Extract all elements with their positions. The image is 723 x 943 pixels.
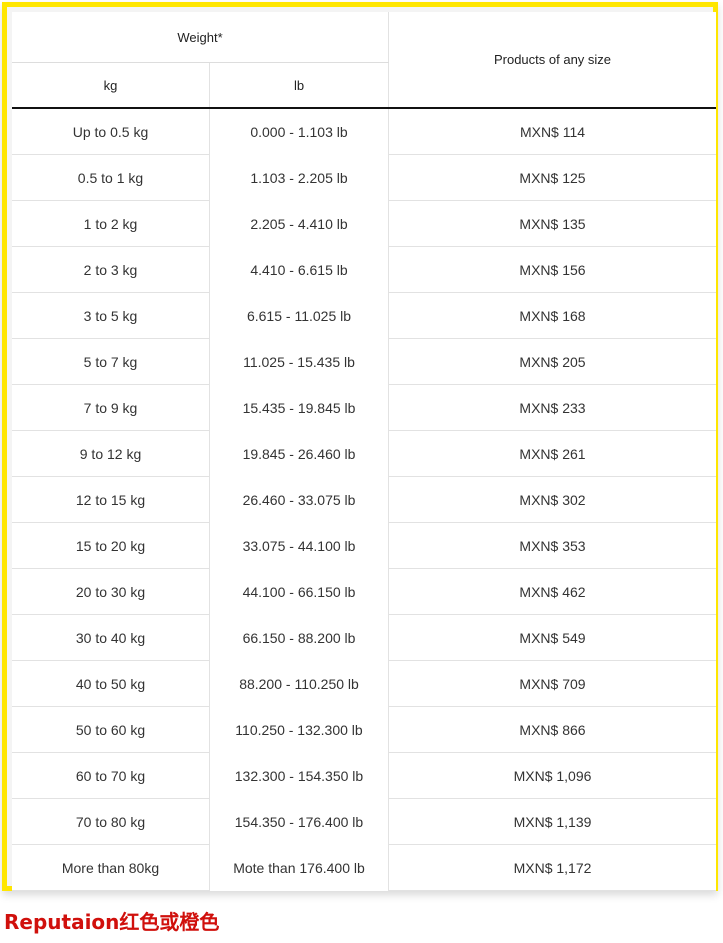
table-row: 2 to 3 kg 4.410 - 6.615 lb MXN$ 156 <box>12 246 716 293</box>
lb-cell: 4.410 - 6.615 lb <box>209 246 389 293</box>
table-row: 40 to 50 kg 88.200 - 110.250 lb MXN$ 709 <box>12 660 716 707</box>
lb-cell: 0.000 - 1.103 lb <box>209 108 389 155</box>
lb-cell: 88.200 - 110.250 lb <box>209 660 389 707</box>
price-cell: MXN$ 114 <box>388 108 716 155</box>
table-row: 15 to 20 kg 33.075 - 44.100 lb MXN$ 353 <box>12 522 716 569</box>
kg-cell: 30 to 40 kg <box>12 614 210 661</box>
kg-cell: 2 to 3 kg <box>12 246 210 293</box>
weight-header: Weight* <box>12 12 389 63</box>
kg-cell: More than 80kg <box>12 844 210 891</box>
price-cell: MXN$ 302 <box>388 476 716 523</box>
table-row: Up to 0.5 kg 0.000 - 1.103 lb MXN$ 114 <box>12 108 716 155</box>
price-cell: MXN$ 1,139 <box>388 798 716 845</box>
table-row: 0.5 to 1 kg 1.103 - 2.205 lb MXN$ 125 <box>12 154 716 201</box>
price-cell: MXN$ 462 <box>388 568 716 615</box>
price-cell: MXN$ 1,096 <box>388 752 716 799</box>
price-cell: MXN$ 168 <box>388 292 716 339</box>
caption-note: Reputaion红色或橙色 <box>4 910 220 934</box>
table-row: 12 to 15 kg 26.460 - 33.075 lb MXN$ 302 <box>12 476 716 523</box>
price-cell: MXN$ 353 <box>388 522 716 569</box>
lb-header: lb <box>209 62 389 109</box>
price-cell: MXN$ 549 <box>388 614 716 661</box>
table-row: 20 to 30 kg 44.100 - 66.150 lb MXN$ 462 <box>12 568 716 615</box>
table-row: More than 80kg Mote than 176.400 lb MXN$ 1… <box>12 844 716 891</box>
shipping-rate-table: Weight* Products of any size kg lb Up to… <box>12 12 716 891</box>
table-row: 60 to 70 kg 132.300 - 154.350 lb MXN$ 1,09… <box>12 752 716 799</box>
price-cell: MXN$ 1,172 <box>388 844 716 891</box>
price-cell: MXN$ 709 <box>388 660 716 707</box>
lb-cell: 6.615 - 11.025 lb <box>209 292 389 339</box>
kg-cell: 40 to 50 kg <box>12 660 210 707</box>
kg-cell: 20 to 30 kg <box>12 568 210 615</box>
table-row: 30 to 40 kg 66.150 - 88.200 lb MXN$ 549 <box>12 614 716 661</box>
lb-cell: 1.103 - 2.205 lb <box>209 154 389 201</box>
kg-cell: 50 to 60 kg <box>12 706 210 753</box>
kg-cell: 9 to 12 kg <box>12 430 210 477</box>
price-cell: MXN$ 866 <box>388 706 716 753</box>
price-cell: MXN$ 261 <box>388 430 716 477</box>
lb-cell: 15.435 - 19.845 lb <box>209 384 389 431</box>
kg-cell: 70 to 80 kg <box>12 798 210 845</box>
table-row: 3 to 5 kg 6.615 - 11.025 lb MXN$ 168 <box>12 292 716 339</box>
lb-cell: 33.075 - 44.100 lb <box>209 522 389 569</box>
highlighted-table-frame: Weight* Products of any size kg lb Up to… <box>2 2 718 891</box>
lb-cell: 132.300 - 154.350 lb <box>209 752 389 799</box>
lb-cell: 11.025 - 15.435 lb <box>209 338 389 385</box>
lb-cell: 66.150 - 88.200 lb <box>209 614 389 661</box>
kg-cell: Up to 0.5 kg <box>12 108 210 155</box>
table-row: 70 to 80 kg 154.350 - 176.400 lb MXN$ 1,13… <box>12 798 716 845</box>
table-row: 9 to 12 kg 19.845 - 26.460 lb MXN$ 261 <box>12 430 716 477</box>
kg-cell: 5 to 7 kg <box>12 338 210 385</box>
price-cell: MXN$ 233 <box>388 384 716 431</box>
lb-cell: 19.845 - 26.460 lb <box>209 430 389 477</box>
table-row: 7 to 9 kg 15.435 - 19.845 lb MXN$ 233 <box>12 384 716 431</box>
kg-cell: 12 to 15 kg <box>12 476 210 523</box>
price-cell: MXN$ 135 <box>388 200 716 247</box>
lb-cell: 26.460 - 33.075 lb <box>209 476 389 523</box>
price-header: Products of any size <box>388 12 716 109</box>
kg-cell: 1 to 2 kg <box>12 200 210 247</box>
price-cell: MXN$ 205 <box>388 338 716 385</box>
lb-cell: Mote than 176.400 lb <box>209 844 389 891</box>
kg-cell: 60 to 70 kg <box>12 752 210 799</box>
price-cell: MXN$ 125 <box>388 154 716 201</box>
price-cell: MXN$ 156 <box>388 246 716 293</box>
lb-cell: 154.350 - 176.400 lb <box>209 798 389 845</box>
table-row: 5 to 7 kg 11.025 - 15.435 lb MXN$ 205 <box>12 338 716 385</box>
kg-cell: 3 to 5 kg <box>12 292 210 339</box>
lb-cell: 110.250 - 132.300 lb <box>209 706 389 753</box>
table-row: 1 to 2 kg 2.205 - 4.410 lb MXN$ 135 <box>12 200 716 247</box>
table-row: 50 to 60 kg 110.250 - 132.300 lb MXN$ 866 <box>12 706 716 753</box>
kg-cell: 0.5 to 1 kg <box>12 154 210 201</box>
lb-cell: 44.100 - 66.150 lb <box>209 568 389 615</box>
kg-header: kg <box>12 62 210 109</box>
kg-cell: 7 to 9 kg <box>12 384 210 431</box>
kg-cell: 15 to 20 kg <box>12 522 210 569</box>
lb-cell: 2.205 - 4.410 lb <box>209 200 389 247</box>
